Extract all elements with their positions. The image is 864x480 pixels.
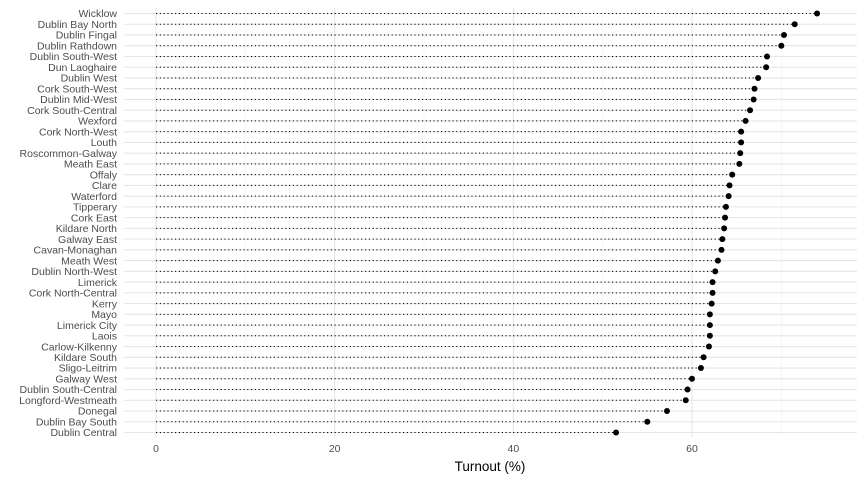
data-point bbox=[706, 322, 713, 329]
data-point bbox=[721, 225, 728, 232]
data-point bbox=[714, 257, 721, 264]
data-point bbox=[706, 311, 713, 318]
category-label: Dublin Central bbox=[50, 427, 117, 439]
category-label: Cork East bbox=[71, 212, 117, 224]
category-label: Dublin Fingal bbox=[56, 30, 117, 42]
category-label: Cavan-Monaghan bbox=[34, 245, 118, 257]
x-tick-label: 60 bbox=[686, 443, 698, 455]
data-point bbox=[722, 214, 729, 221]
category-label: Galway East bbox=[58, 234, 117, 246]
data-point bbox=[705, 343, 712, 350]
data-point bbox=[763, 64, 770, 71]
data-point bbox=[764, 53, 771, 60]
data-point bbox=[663, 408, 670, 415]
category-label: Dublin Bay South bbox=[36, 416, 117, 428]
data-point bbox=[747, 107, 754, 114]
data-point bbox=[719, 236, 726, 243]
data-point bbox=[736, 160, 743, 167]
category-label: Donegal bbox=[78, 406, 117, 418]
category-label: Limerick bbox=[78, 277, 118, 289]
data-point bbox=[781, 31, 788, 38]
data-point bbox=[737, 150, 744, 157]
category-label: Kerry bbox=[92, 298, 118, 310]
category-label: Dublin Mid-West bbox=[40, 94, 117, 106]
data-point bbox=[706, 332, 713, 339]
category-label: Sligo-Leitrim bbox=[59, 363, 118, 375]
data-point bbox=[613, 429, 620, 436]
category-label: Dublin Bay North bbox=[38, 19, 118, 31]
category-label: Laois bbox=[92, 331, 117, 343]
data-point bbox=[689, 375, 695, 382]
category-label: Limerick City bbox=[57, 320, 118, 332]
category-label: Wexford bbox=[78, 116, 117, 128]
category-label: Clare bbox=[92, 180, 117, 192]
data-point bbox=[684, 386, 691, 393]
data-point bbox=[791, 21, 798, 28]
category-label: Cork North-Central bbox=[29, 288, 117, 300]
category-label: Louth bbox=[91, 137, 117, 149]
category-label: Galway West bbox=[55, 373, 117, 385]
point-layer bbox=[613, 10, 821, 436]
x-tick-label: 40 bbox=[507, 443, 519, 455]
category-label: Wicklow bbox=[79, 8, 118, 20]
data-point bbox=[722, 203, 729, 210]
category-label: Mayo bbox=[91, 309, 117, 321]
category-label: Dun Laoghaire bbox=[48, 62, 117, 74]
category-label: Waterford bbox=[71, 191, 117, 203]
data-point bbox=[718, 246, 725, 253]
data-point bbox=[751, 85, 758, 92]
category-label: Kildare North bbox=[56, 223, 117, 235]
category-label: Kildare South bbox=[54, 352, 117, 364]
category-label: Offaly bbox=[90, 169, 118, 181]
category-label: Tipperary bbox=[73, 202, 118, 214]
category-label: Cork South-West bbox=[37, 83, 117, 95]
grid-layer bbox=[124, 8, 857, 437]
data-point bbox=[778, 42, 785, 49]
x-axis-title: Turnout (%) bbox=[455, 459, 526, 474]
data-point bbox=[709, 279, 716, 286]
data-point bbox=[738, 128, 745, 135]
data-point bbox=[644, 418, 651, 425]
data-point bbox=[738, 139, 745, 146]
data-point bbox=[729, 171, 736, 178]
data-point bbox=[682, 397, 689, 404]
data-point bbox=[709, 289, 716, 296]
category-label: Dublin North-West bbox=[31, 266, 117, 278]
x-tick-labels: 0 20 40 60 bbox=[153, 443, 698, 455]
x-tick-label: 0 bbox=[153, 443, 159, 455]
data-point bbox=[814, 10, 821, 17]
stem-layer bbox=[156, 13, 818, 433]
category-label: Dublin Rathdown bbox=[37, 40, 117, 52]
category-label: Meath East bbox=[64, 159, 117, 171]
category-label: Longford-Westmeath bbox=[19, 395, 117, 407]
category-label: Roscommon-Galway bbox=[20, 148, 118, 160]
category-label: Meath West bbox=[61, 255, 117, 267]
category-label: Dublin South-Central bbox=[20, 384, 117, 396]
category-label: Carlow-Kilkenny bbox=[41, 341, 118, 353]
data-point bbox=[712, 268, 719, 275]
category-label: Cork North-West bbox=[39, 126, 117, 138]
x-tick-label: 20 bbox=[329, 443, 341, 455]
data-point bbox=[750, 96, 757, 103]
category-label: Cork South-Central bbox=[27, 105, 117, 117]
data-point bbox=[742, 117, 749, 124]
data-point bbox=[697, 365, 704, 372]
data-point bbox=[755, 74, 762, 81]
data-point bbox=[726, 182, 733, 189]
data-point bbox=[708, 300, 715, 307]
category-label: Dublin West bbox=[61, 73, 117, 85]
category-label: Dublin South-West bbox=[30, 51, 117, 63]
data-point bbox=[700, 354, 707, 361]
data-point bbox=[725, 193, 732, 200]
